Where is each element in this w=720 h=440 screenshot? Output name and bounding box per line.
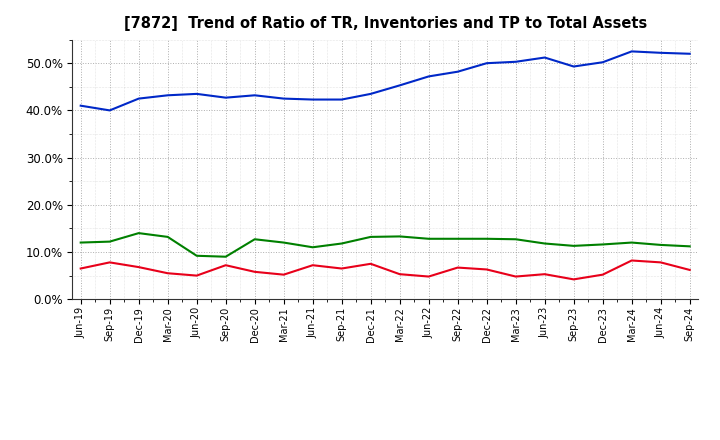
- Trade Payables: [366, 234, 375, 239]
- Inventories: [511, 59, 520, 64]
- Inventories: [163, 93, 172, 98]
- Inventories: [338, 97, 346, 102]
- Trade Receivables: [424, 274, 433, 279]
- Inventories: [279, 96, 288, 101]
- Trade Receivables: [366, 261, 375, 267]
- Trade Payables: [454, 236, 462, 242]
- Title: [7872]  Trend of Ratio of TR, Inventories and TP to Total Assets: [7872] Trend of Ratio of TR, Inventories…: [124, 16, 647, 32]
- Inventories: [366, 91, 375, 96]
- Trade Payables: [76, 240, 85, 245]
- Trade Receivables: [482, 267, 491, 272]
- Trade Payables: [570, 243, 578, 249]
- Trade Receivables: [105, 260, 114, 265]
- Line: Trade Payables: Trade Payables: [81, 233, 690, 257]
- Inventories: [221, 95, 230, 100]
- Trade Payables: [221, 254, 230, 259]
- Inventories: [570, 64, 578, 69]
- Inventories: [627, 49, 636, 54]
- Trade Receivables: [221, 263, 230, 268]
- Trade Payables: [135, 231, 143, 236]
- Line: Trade Receivables: Trade Receivables: [81, 260, 690, 279]
- Inventories: [541, 55, 549, 60]
- Trade Receivables: [541, 271, 549, 277]
- Trade Receivables: [279, 272, 288, 277]
- Trade Payables: [105, 239, 114, 244]
- Trade Payables: [279, 240, 288, 245]
- Inventories: [454, 69, 462, 74]
- Trade Receivables: [192, 273, 201, 278]
- Inventories: [251, 93, 259, 98]
- Trade Payables: [657, 242, 665, 248]
- Trade Receivables: [251, 269, 259, 275]
- Trade Receivables: [598, 272, 607, 277]
- Trade Payables: [627, 240, 636, 245]
- Trade Payables: [251, 237, 259, 242]
- Trade Receivables: [627, 258, 636, 263]
- Trade Payables: [163, 234, 172, 239]
- Trade Payables: [598, 242, 607, 247]
- Trade Payables: [482, 236, 491, 242]
- Inventories: [395, 83, 404, 88]
- Inventories: [308, 97, 317, 102]
- Trade Receivables: [570, 277, 578, 282]
- Inventories: [482, 61, 491, 66]
- Trade Receivables: [76, 266, 85, 271]
- Inventories: [598, 59, 607, 65]
- Inventories: [76, 103, 85, 108]
- Trade Receivables: [338, 266, 346, 271]
- Inventories: [192, 91, 201, 96]
- Inventories: [657, 50, 665, 55]
- Trade Receivables: [308, 263, 317, 268]
- Inventories: [105, 108, 114, 113]
- Trade Receivables: [657, 260, 665, 265]
- Inventories: [424, 74, 433, 79]
- Trade Payables: [541, 241, 549, 246]
- Inventories: [685, 51, 694, 56]
- Trade Payables: [192, 253, 201, 258]
- Trade Receivables: [163, 271, 172, 276]
- Trade Payables: [424, 236, 433, 242]
- Inventories: [135, 96, 143, 101]
- Trade Payables: [685, 244, 694, 249]
- Trade Receivables: [685, 267, 694, 272]
- Trade Receivables: [395, 271, 404, 277]
- Trade Receivables: [135, 264, 143, 270]
- Line: Inventories: Inventories: [81, 51, 690, 110]
- Trade Receivables: [511, 274, 520, 279]
- Trade Payables: [395, 234, 404, 239]
- Trade Receivables: [454, 265, 462, 270]
- Trade Payables: [308, 245, 317, 250]
- Trade Payables: [338, 241, 346, 246]
- Trade Payables: [511, 237, 520, 242]
